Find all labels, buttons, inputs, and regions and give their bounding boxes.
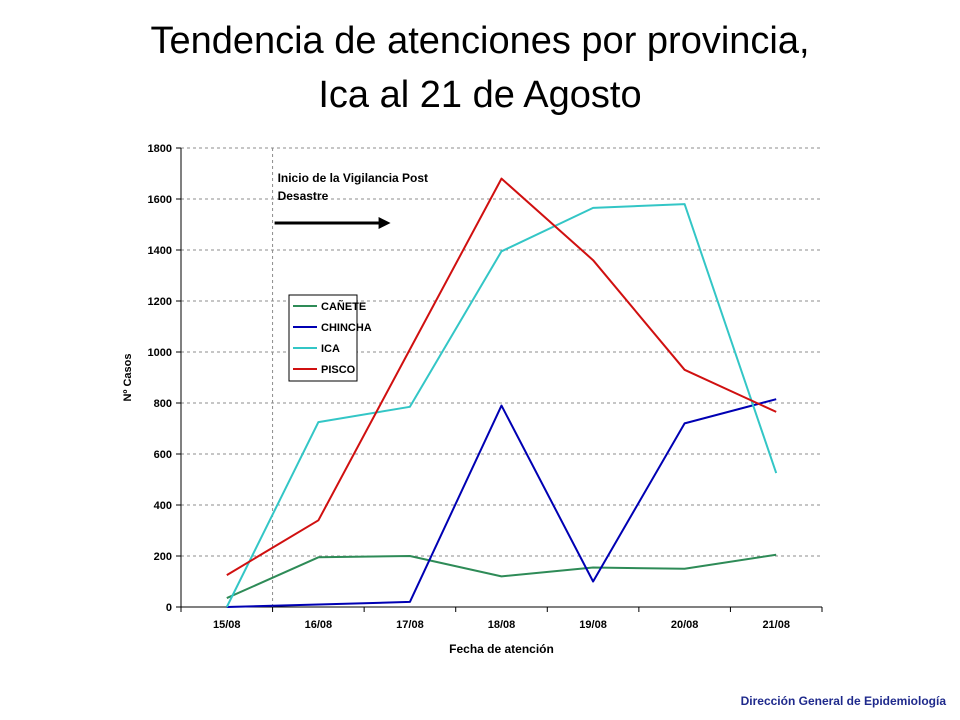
x-tick-label: 18/08: [488, 619, 516, 631]
annotation: Inicio de la Vigilancia Post Desastre: [272, 148, 429, 607]
y-tick-label: 1600: [148, 194, 172, 206]
gridlines: [181, 147, 822, 557]
series-line-ica: [225, 203, 778, 608]
y-tick-label: 0: [166, 602, 172, 614]
annotation-text-line2: Desastre: [278, 189, 329, 203]
chart-title: Tendencia de atenciones por provincia, I…: [0, 14, 960, 122]
y-tick-label: 200: [154, 551, 172, 563]
axes: 0 200 400 600 800 1000 1200 1400 1600 1800 15/08 16…: [122, 143, 823, 656]
y-tick-label: 1000: [148, 347, 172, 359]
x-tick-label: 15/08: [213, 619, 241, 631]
legend-label-chincha: CHINCHA: [321, 322, 372, 334]
legend-label-ca-ete: CAÑETE: [321, 300, 366, 313]
series-line-chincha: [226, 398, 777, 608]
legend-label-pisco: PISCO: [321, 364, 356, 376]
x-tick-label: 16/08: [305, 619, 333, 631]
x-axis-title: Fecha de atención: [449, 642, 554, 656]
chart-title-line2: Ica al 21 de Agosto: [318, 74, 642, 116]
x-tick-label: 20/08: [671, 619, 699, 631]
y-tick-label: 400: [154, 500, 172, 512]
x-tick-label: 21/08: [762, 619, 790, 631]
y-axis-title: Nº Casos: [122, 353, 134, 401]
annotation-text-line1: Inicio de la Vigilancia Post: [278, 171, 429, 185]
y-tick-label: 600: [154, 449, 172, 461]
chart-title-line1: Tendencia de atenciones por provincia,: [150, 20, 810, 62]
y-tick-label: 1800: [148, 143, 172, 155]
legend: CAÑETE CHINCHA ICA PISCO: [288, 294, 372, 382]
series-line-pisco: [226, 177, 777, 576]
series-line-ca-ete: [226, 553, 777, 600]
annotation-arrow-head: [378, 217, 391, 229]
y-tick-label: 800: [154, 398, 172, 410]
x-tick-label: 17/08: [396, 619, 424, 631]
footer-credit: Dirección General de Epidemiología: [740, 694, 946, 708]
series-lines: [225, 177, 778, 608]
legend-label-ica: ICA: [321, 343, 340, 355]
y-tick-label: 1200: [148, 296, 172, 308]
x-tick-label: 19/08: [579, 619, 607, 631]
y-tick-label: 1400: [148, 245, 172, 257]
legend-box: [288, 294, 358, 382]
